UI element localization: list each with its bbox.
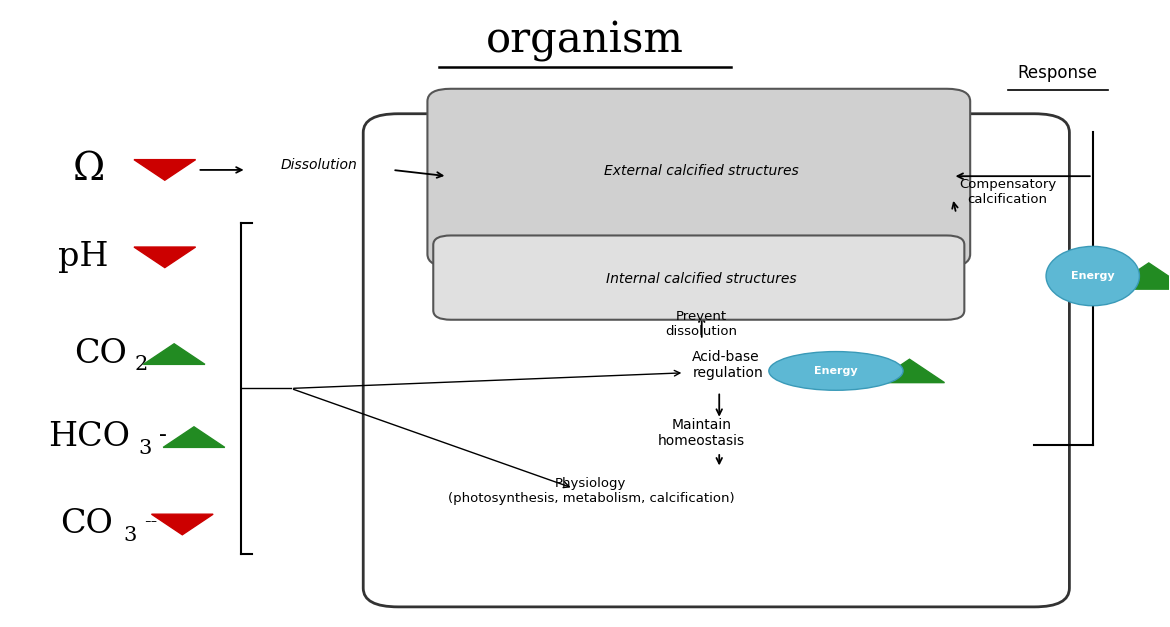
Text: External calcified structures: External calcified structures — [605, 164, 799, 178]
Text: 3: 3 — [138, 439, 152, 458]
Text: Ω: Ω — [73, 152, 105, 189]
Text: --: -- — [144, 513, 158, 531]
Polygon shape — [143, 344, 205, 364]
Ellipse shape — [1046, 246, 1140, 306]
Text: Physiology
(photosynthesis, metabolism, calcification): Physiology (photosynthesis, metabolism, … — [447, 477, 734, 505]
Text: Dissolution: Dissolution — [281, 158, 357, 172]
Text: 2: 2 — [135, 355, 149, 374]
Text: -: - — [158, 424, 166, 446]
Polygon shape — [163, 427, 225, 448]
Polygon shape — [135, 247, 195, 268]
Ellipse shape — [769, 352, 903, 390]
Text: Energy: Energy — [814, 366, 858, 376]
FancyBboxPatch shape — [433, 236, 964, 320]
Text: HCO: HCO — [48, 421, 130, 453]
FancyBboxPatch shape — [427, 89, 970, 266]
Text: Maintain
homeostasis: Maintain homeostasis — [659, 418, 745, 448]
Text: Response: Response — [1018, 64, 1097, 82]
Text: Compensatory
calcification: Compensatory calcification — [959, 178, 1057, 206]
Text: pH: pH — [57, 241, 109, 273]
FancyBboxPatch shape — [363, 113, 1069, 607]
Polygon shape — [1109, 263, 1170, 289]
Polygon shape — [151, 514, 213, 535]
Text: organism: organism — [486, 20, 684, 62]
Text: Prevent
dissolution: Prevent dissolution — [666, 310, 738, 338]
Polygon shape — [135, 160, 195, 180]
Polygon shape — [874, 359, 944, 382]
Text: Internal calcified structures: Internal calcified structures — [606, 272, 797, 286]
Text: 3: 3 — [123, 526, 137, 545]
Text: CO: CO — [60, 508, 112, 540]
Text: CO: CO — [74, 338, 126, 370]
Text: Acid-base
regulation: Acid-base regulation — [693, 350, 763, 380]
Text: Energy: Energy — [1071, 271, 1115, 281]
